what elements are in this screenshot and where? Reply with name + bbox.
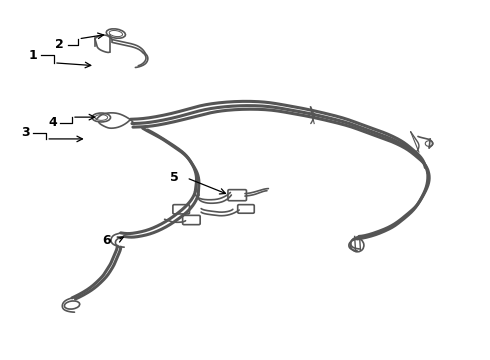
Text: 3: 3 xyxy=(22,126,30,139)
Text: 4: 4 xyxy=(48,116,57,129)
Text: 6: 6 xyxy=(102,234,110,247)
Text: 2: 2 xyxy=(55,39,64,51)
Text: 5: 5 xyxy=(170,171,179,184)
Text: 1: 1 xyxy=(29,49,37,62)
